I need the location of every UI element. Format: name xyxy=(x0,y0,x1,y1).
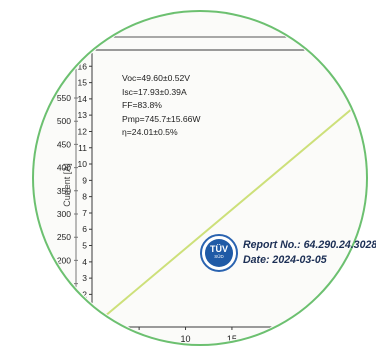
x-axis-ticks: 5 10 15 20 25 30 xyxy=(137,327,376,344)
y-tick-label: 7 xyxy=(82,208,87,218)
left-tick-label: 150 xyxy=(57,279,71,289)
y-tick-label: 2 xyxy=(82,289,87,299)
left-tick-label: 200 xyxy=(57,255,71,265)
report-number: Report No.: 64.290.24.3028 xyxy=(243,239,376,251)
y-tick-label: 1 xyxy=(82,306,87,316)
left-tick-label: 250 xyxy=(57,232,71,242)
y-tick-label: 4 xyxy=(82,257,87,267)
left-tick-label: 100 xyxy=(57,302,71,312)
plot-frame xyxy=(75,36,365,333)
report-date: Date: 2024-03-05 xyxy=(243,254,327,266)
lens-circle xyxy=(34,12,366,344)
y-tick-label: 8 xyxy=(82,192,87,202)
x-tick-label: 30 xyxy=(366,334,376,344)
left-tick-label: 400 xyxy=(57,163,71,173)
x-axis-label: Vol xyxy=(252,348,265,358)
y-tick-label: 5 xyxy=(82,241,87,251)
stats-legend: Voc=49.60±0.52V Isc=17.93±0.39A FF=83.8%… xyxy=(122,72,201,140)
left-tick-label: 500 xyxy=(57,116,71,126)
left-tick-label: 450 xyxy=(57,139,71,149)
report-block: Report No.: 64.290.24.3028 Date: 2024-03… xyxy=(243,238,376,268)
y-tick-label: 13 xyxy=(78,110,88,120)
logo-core: TÜV SÜD xyxy=(205,239,233,267)
x-tick-label: 5 xyxy=(137,334,142,344)
y-tick-label: 12 xyxy=(78,126,88,136)
eta-value: η=24.01±0.5% xyxy=(122,127,178,137)
logo-text: TÜV xyxy=(210,244,228,254)
ff-value: FF=83.8% xyxy=(122,100,162,110)
left-tick-label: 350 xyxy=(57,186,71,196)
x-tick-label: 15 xyxy=(227,334,237,344)
left-tick-label: 550 xyxy=(57,93,71,103)
y-tick-label: 16 xyxy=(78,61,88,71)
y-tick-label: 6 xyxy=(82,224,87,234)
series-layer xyxy=(91,76,365,328)
voc-value: Voc=49.60±0.52V xyxy=(122,73,191,83)
x-tick-label: 20 xyxy=(273,334,283,344)
isc-value: Isc=17.93±0.39A xyxy=(122,86,187,97)
left-axis-ticks: 50 100 150 200 250 300 350 400 450 500 550 xyxy=(57,93,78,335)
iv-series-line xyxy=(91,76,365,328)
y-tick-label: 15 xyxy=(78,78,88,88)
y-tick-label: 14 xyxy=(78,94,88,104)
x-tick-label: 25 xyxy=(320,334,330,344)
y-axis-label: Current [A] xyxy=(62,163,72,207)
tuv-sud-logo: TÜV SÜD xyxy=(200,234,238,272)
left-tick-label: 50 xyxy=(62,325,72,335)
y-tick-label: 3 xyxy=(82,273,87,283)
left-tick-label: 300 xyxy=(57,209,71,219)
y-tick-label: 11 xyxy=(78,143,87,153)
y-tick-label: 10 xyxy=(78,159,88,169)
x-tick-label: 10 xyxy=(181,334,191,344)
logo-subtext: SÜD xyxy=(214,254,224,259)
y-tick-label: 9 xyxy=(82,175,87,185)
pmp-value: Pmp=745.7±15.66W xyxy=(122,113,201,124)
